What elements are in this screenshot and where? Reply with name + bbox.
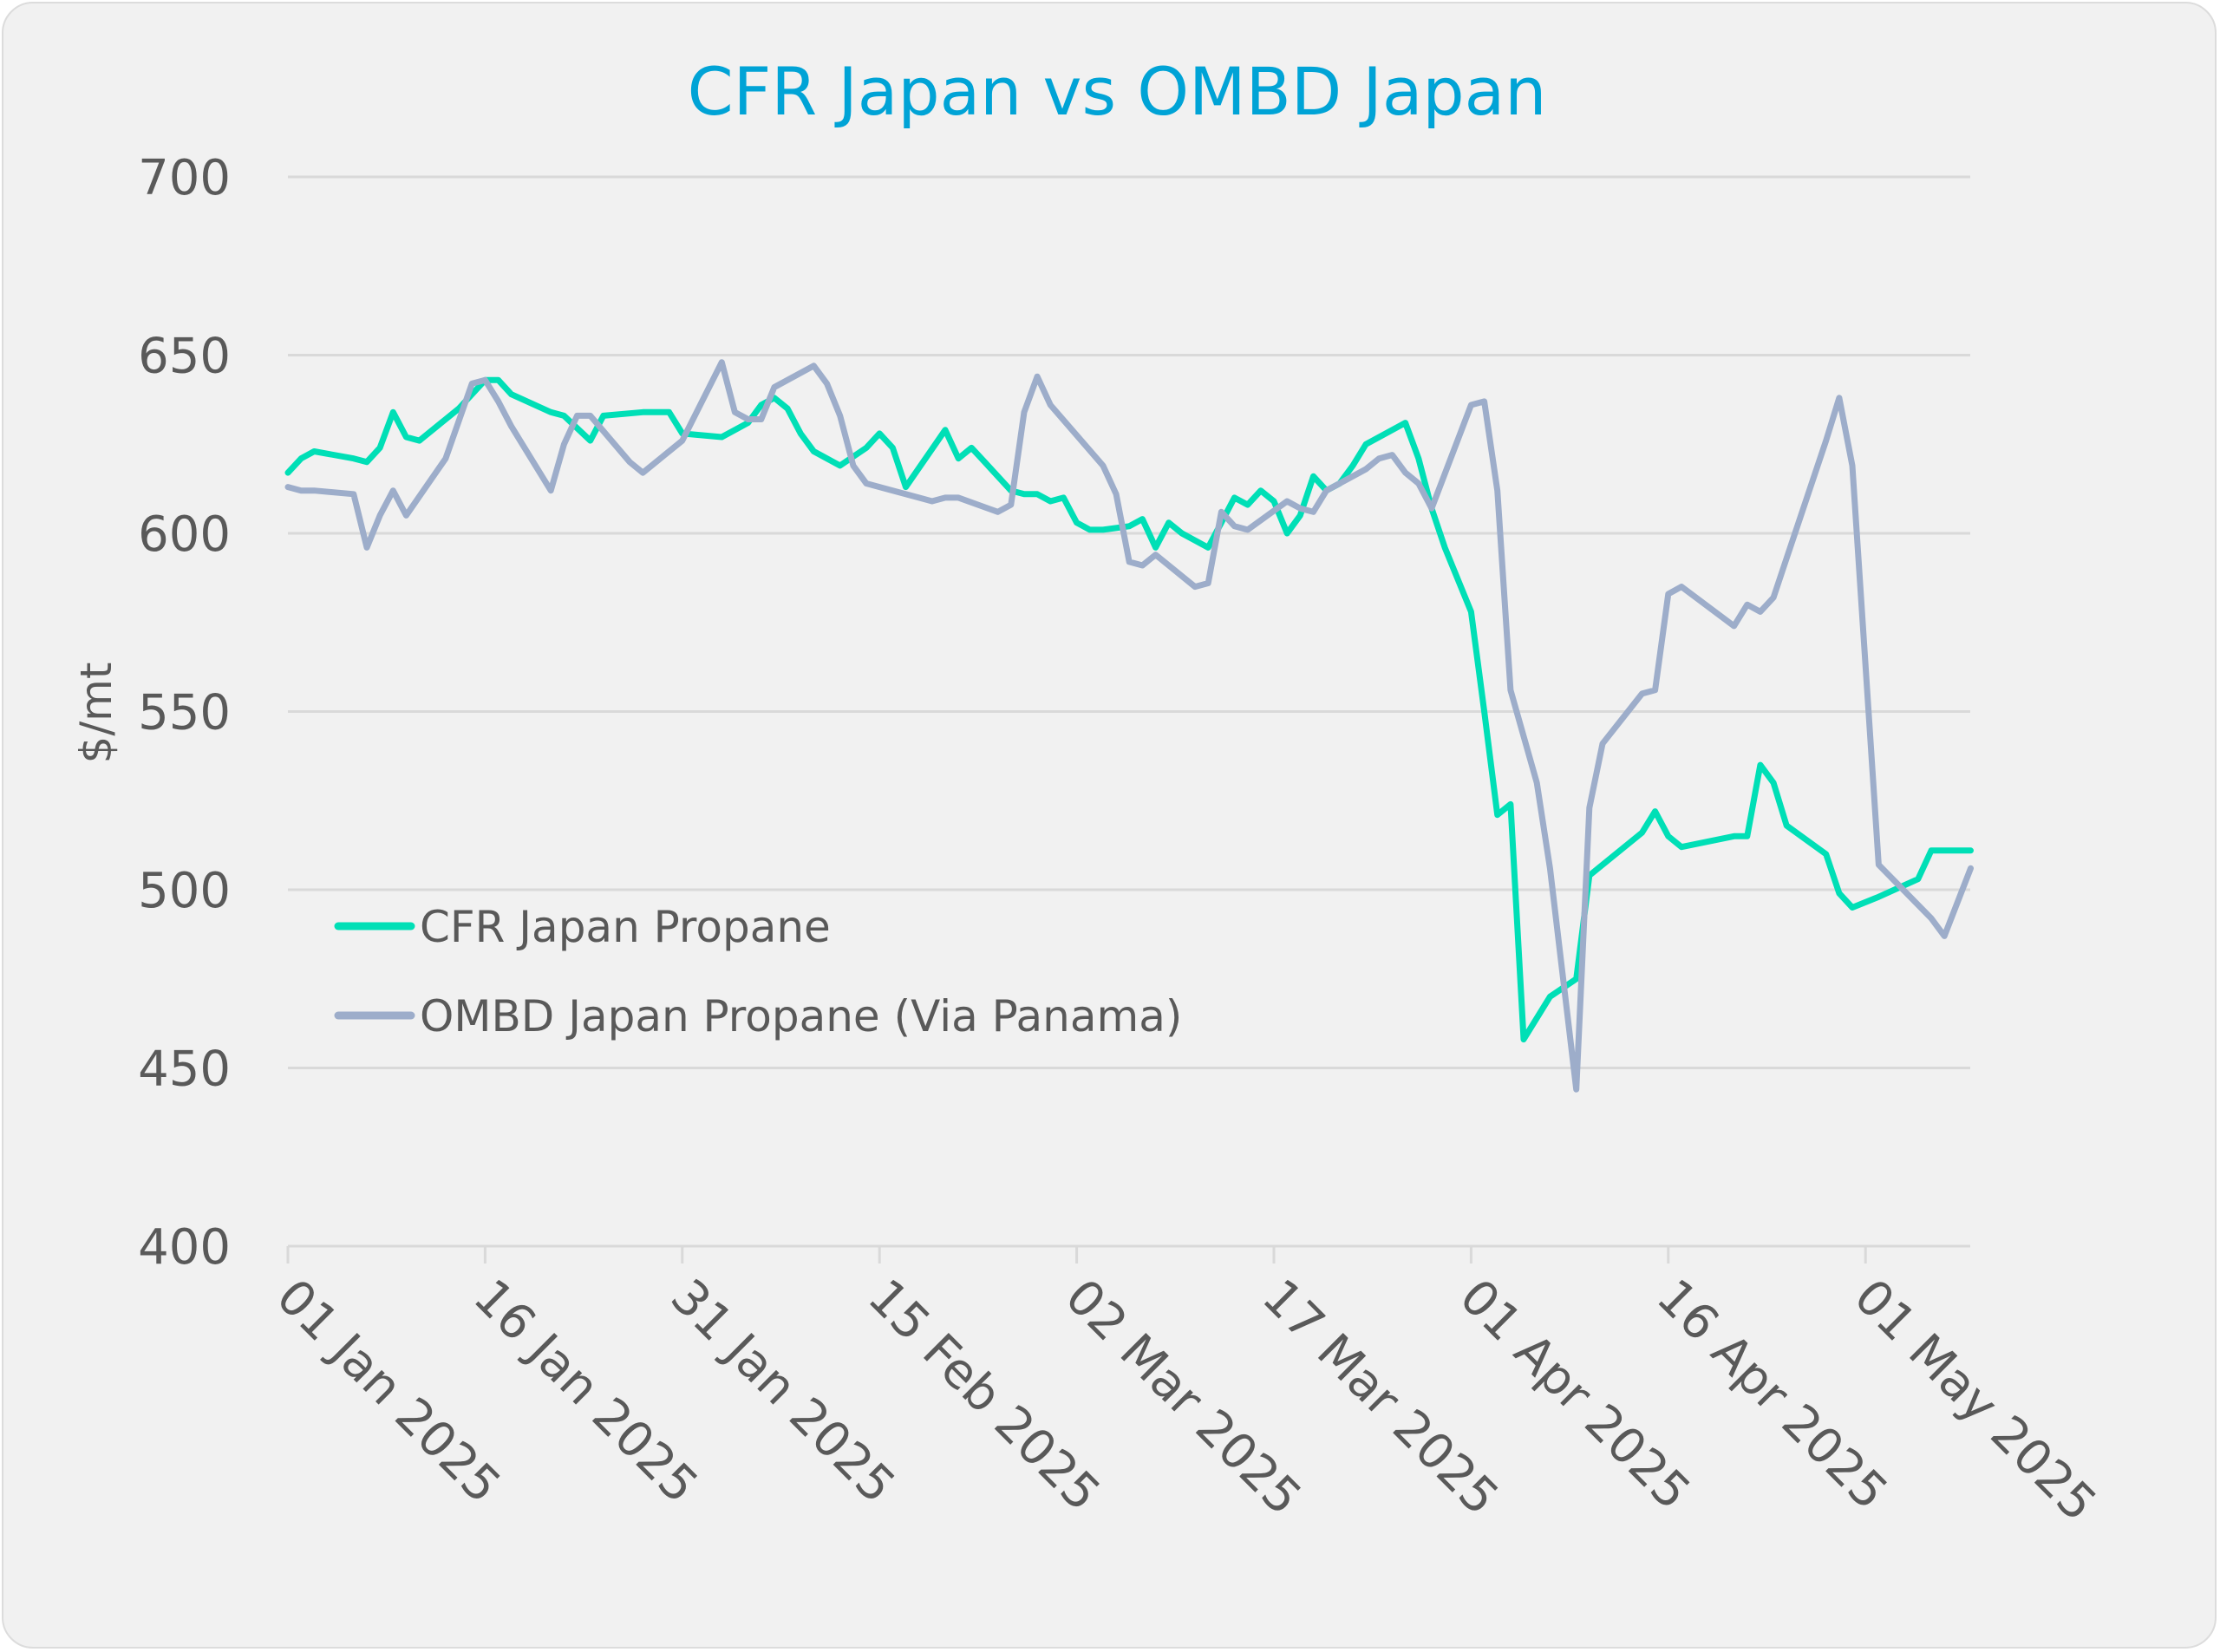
legend-label: OMBD Japan Propane (Via Panama) — [420, 991, 1182, 1041]
y-tick-label: 450 — [138, 1041, 231, 1098]
y-tick-label: 650 — [138, 329, 231, 385]
y-tick-label: 500 — [138, 863, 231, 919]
y-axis-label: $/mt — [71, 663, 121, 764]
y-tick-label: 700 — [138, 150, 231, 206]
y-tick-label: 550 — [138, 685, 231, 741]
legend-label: CFR Japan Propane — [420, 902, 831, 952]
series-line-ombd-japan-propane — [284, 359, 1974, 1093]
y-tick-label: 400 — [138, 1219, 231, 1276]
series-line-cfr-japan-propane — [284, 376, 1974, 1043]
legend: CFR Japan Propane OMBD Japan Propane (Via… — [334, 902, 1182, 1041]
chart-title: CFR Japan vs OMBD Japan — [688, 53, 1547, 130]
y-tick-label: 600 — [138, 506, 231, 563]
